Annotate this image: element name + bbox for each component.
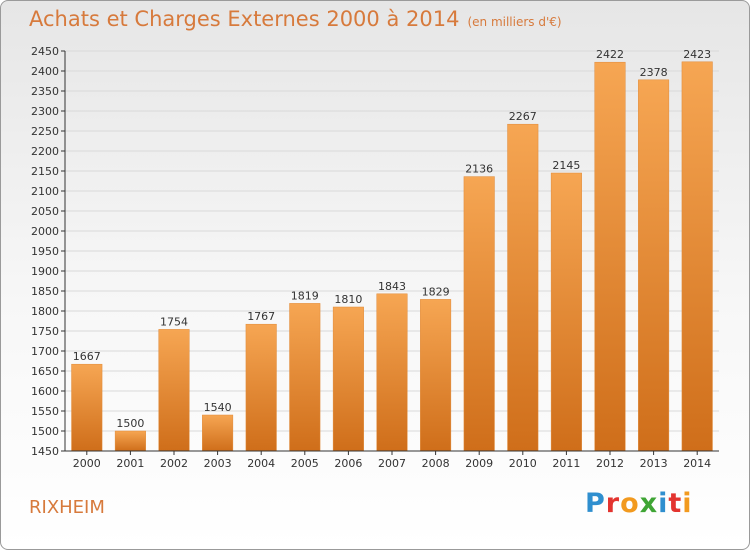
proxiti-logo: Proxiti [585, 488, 693, 519]
data-label-2006: 1810 [334, 293, 362, 306]
y-tick-label: 1900 [31, 265, 59, 278]
bar-2014 [681, 61, 713, 452]
bar-2013 [638, 79, 670, 452]
y-tick-label: 1950 [31, 245, 59, 258]
y-tick-label: 2000 [31, 225, 59, 238]
axes [64, 51, 719, 452]
data-label-2002: 1754 [160, 315, 188, 328]
x-tick-label-2009: 2009 [465, 457, 493, 470]
data-label-2013: 2378 [640, 66, 668, 79]
y-tick-label: 2200 [31, 145, 59, 158]
bar-2000 [71, 363, 103, 452]
y-tick-label: 2050 [31, 205, 59, 218]
data-label-2003: 1540 [204, 401, 232, 414]
y-tick-label: 1450 [31, 445, 59, 458]
logo-letter: i [658, 488, 669, 519]
y-tick-label: 1800 [31, 305, 59, 318]
y-axis-ticks: 1450 1500 1550 1600 1650 1700 1750 1800 1850 1900… [31, 45, 65, 458]
chart-title-text: Achats et Charges Externes 2000 à 2014 [29, 7, 460, 31]
y-tick-label: 1700 [31, 345, 59, 358]
y-tick-label: 1550 [31, 405, 59, 418]
x-tick-label-2008: 2008 [422, 457, 450, 470]
logo-letter: x [639, 488, 659, 519]
data-label-2000: 1667 [73, 350, 101, 363]
bar-2006 [332, 306, 364, 452]
bar-2012 [594, 61, 626, 452]
data-label-2010: 2267 [509, 110, 537, 123]
city-name: RIXHEIM [29, 497, 105, 518]
data-label-2007: 1843 [378, 280, 406, 293]
bar-2001 [114, 430, 146, 452]
x-axis-ticks: 2000 2001 2002 2003 2004 2005 2006 2007 2008 2009… [73, 451, 711, 470]
data-label-2005: 1819 [291, 289, 319, 302]
bar-2004 [245, 323, 277, 452]
x-tick-label-2000: 2000 [73, 457, 101, 470]
x-tick-label-2007: 2007 [378, 457, 406, 470]
bar-2007 [376, 293, 408, 452]
data-label-2011: 2145 [552, 159, 580, 172]
bar-2008 [420, 299, 452, 452]
logo-letter: o [620, 488, 640, 519]
data-label-2004: 1767 [247, 310, 275, 323]
logo-letter: i [682, 488, 693, 519]
y-tick-label: 2100 [31, 185, 59, 198]
bar-2010 [507, 123, 539, 452]
y-tick-label: 2250 [31, 125, 59, 138]
y-tick-label: 2300 [31, 105, 59, 118]
y-tick-label: 1500 [31, 425, 59, 438]
chart-subtitle: (en milliers d'€) [467, 15, 562, 29]
x-tick-label-2010: 2010 [509, 457, 537, 470]
data-label-2014: 2423 [683, 48, 711, 61]
x-tick-label-2001: 2001 [116, 457, 144, 470]
bar-2005 [289, 303, 321, 452]
y-tick-label: 1650 [31, 365, 59, 378]
x-tick-label-2005: 2005 [291, 457, 319, 470]
logo-letter: t [668, 488, 683, 519]
x-tick-label-2011: 2011 [552, 457, 580, 470]
bar-2009 [463, 176, 495, 452]
x-tick-label-2004: 2004 [247, 457, 275, 470]
y-tick-label: 1850 [31, 285, 59, 298]
x-tick-label-2013: 2013 [640, 457, 668, 470]
bars [71, 61, 713, 452]
data-label-2008: 1829 [422, 285, 450, 298]
x-tick-label-2006: 2006 [334, 457, 362, 470]
data-label-2001: 1500 [116, 417, 144, 430]
data-label-2009: 2136 [465, 163, 493, 176]
bar-2003 [202, 414, 234, 452]
y-tick-label: 1750 [31, 325, 59, 338]
data-label-2012: 2422 [596, 48, 624, 61]
bar-2002 [158, 329, 190, 452]
y-tick-label: 1600 [31, 385, 59, 398]
y-tick-label: 2150 [31, 165, 59, 178]
logo-letter: P [585, 488, 606, 519]
bar-2011 [550, 172, 582, 452]
x-tick-label-2012: 2012 [596, 457, 624, 470]
x-tick-label-2014: 2014 [683, 457, 711, 470]
chart-title: Achats et Charges Externes 2000 à 2014 (e… [29, 7, 562, 31]
x-tick-label-2002: 2002 [160, 457, 188, 470]
data-labels: 1667 1500 1754 1540 1767 1819 1810 1843 1829 2136… [73, 48, 711, 430]
logo-letter: r [605, 488, 621, 519]
y-tick-label: 2450 [31, 45, 59, 58]
y-tick-label: 2400 [31, 65, 59, 78]
x-tick-label-2003: 2003 [204, 457, 232, 470]
y-tick-label: 2350 [31, 85, 59, 98]
